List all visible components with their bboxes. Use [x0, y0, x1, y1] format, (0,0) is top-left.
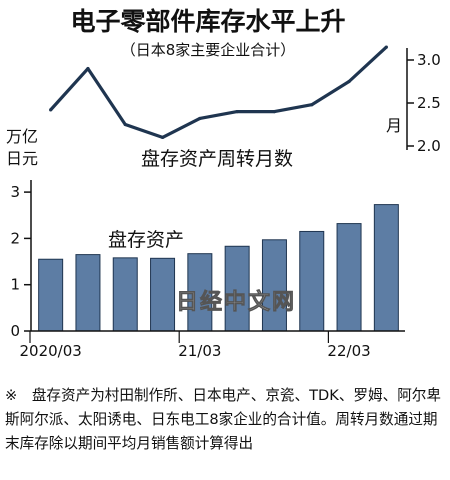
bar-series-label: 盘存资产	[108, 229, 184, 251]
bar-y-tick-label: 3	[10, 183, 20, 201]
x-tick-label: 22/03	[327, 342, 370, 360]
bar-y-axis-title-line2: 日元	[6, 149, 38, 168]
bar	[38, 258, 64, 332]
line-y-tick-label: 3.0	[417, 51, 441, 69]
bar-y-tick-label: 0	[10, 322, 20, 340]
line-point	[86, 67, 90, 71]
line-series	[49, 45, 388, 139]
bar	[373, 204, 399, 332]
bar-y-tick-label: 1	[10, 276, 20, 294]
line-point	[347, 79, 351, 84]
bar	[261, 239, 287, 332]
footnote: ※ 盘存资产为村田制作所、日本电产、京瓷、TDK、罗姆、阿尔卑斯阿尔派、太阳诱电…	[5, 387, 441, 452]
watermark: 日经中文网	[176, 289, 296, 315]
bar	[224, 245, 250, 332]
line-path	[49, 45, 388, 139]
line-y-tick-label: 2.0	[417, 137, 441, 155]
x-tick-label: 2020/03	[19, 342, 81, 360]
bar	[150, 257, 176, 332]
chart-title: 电子零部件库存水平上升	[70, 7, 345, 36]
line-point	[160, 135, 165, 139]
bar	[336, 223, 362, 332]
bar-y-axis-title-line1: 万亿	[6, 127, 38, 146]
line-point	[198, 116, 202, 121]
chart-subtitle: （日本8家主要企业合计）	[121, 41, 296, 59]
line-y-tick-label: 2.5	[417, 94, 441, 112]
line-series-label: 盘存资产周转月数	[141, 148, 293, 170]
bar	[112, 257, 138, 332]
line-point	[272, 110, 277, 114]
line-point	[235, 110, 239, 114]
chart: 电子零部件库存水平上升 （日本8家主要企业合计） 3.0 2.5 2.0 月 盘存资…	[6, 7, 441, 360]
line-point	[49, 108, 53, 112]
bar-y-tick-label: 2	[10, 229, 20, 247]
x-axis: 2020/03 21/03 22/03	[19, 330, 405, 360]
line-point	[310, 103, 314, 107]
line-y-axis: 3.0 2.5 2.0	[406, 48, 441, 155]
bar	[75, 254, 101, 332]
line-point	[123, 122, 127, 127]
line-point	[384, 45, 388, 49]
bar-y-axis: 0 1 2 3	[10, 180, 32, 340]
line-y-axis-title: 月	[386, 116, 402, 135]
bar-series	[38, 204, 399, 332]
bar	[299, 230, 325, 332]
x-tick-label: 21/03	[178, 342, 221, 360]
